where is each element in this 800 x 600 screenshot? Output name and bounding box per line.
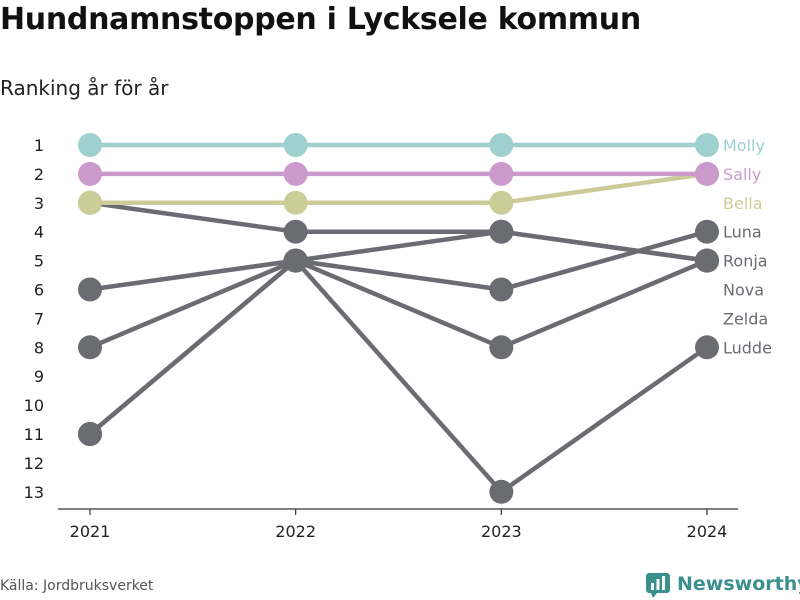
- y-tick-label: 5: [34, 252, 44, 271]
- series-line-zelda: [87, 229, 710, 437]
- data-point-bella[interactable]: [489, 190, 514, 215]
- data-point-sally[interactable]: [489, 161, 514, 186]
- series-lines: [87, 142, 710, 495]
- series-label-ronja: Ronja: [723, 252, 768, 271]
- data-point-luna[interactable]: [78, 277, 102, 302]
- x-tick-label: 2023: [481, 522, 522, 541]
- bar-chart-logo-icon: [646, 573, 670, 598]
- y-tick-label: 7: [34, 309, 44, 328]
- data-point-ludde[interactable]: [695, 335, 719, 360]
- y-tick-label: 8: [34, 338, 44, 357]
- series-label-ludde: Ludde: [723, 338, 772, 357]
- data-point-molly[interactable]: [283, 133, 308, 157]
- data-point-zelda[interactable]: [78, 422, 102, 446]
- data-point-ronja[interactable]: [283, 219, 308, 244]
- series-label-luna: Luna: [723, 223, 762, 242]
- series-line-luna: [87, 229, 710, 292]
- data-point-nova[interactable]: [489, 335, 514, 360]
- data-point-luna[interactable]: [489, 277, 514, 302]
- y-tick-label: 4: [34, 223, 44, 242]
- series-line-nova: [87, 258, 710, 350]
- series-label-sally: Sally: [723, 165, 761, 184]
- brand-name: Newsworthy: [677, 573, 800, 595]
- data-point-luna[interactable]: [695, 219, 719, 244]
- chart-subtitle: Ranking år för år: [0, 76, 169, 100]
- y-tick-label: 13: [24, 483, 44, 502]
- series-line-ronja: [87, 200, 710, 263]
- data-point-ronja[interactable]: [489, 219, 514, 244]
- x-axis-ticks: 2021 2022 2023 2024: [70, 509, 728, 541]
- data-point-molly[interactable]: [78, 133, 102, 157]
- series-label-nova: Nova: [723, 281, 764, 300]
- series-line-ludde: [87, 258, 710, 495]
- y-tick-label: 6: [34, 281, 44, 300]
- chart-title: Hundnamnstoppen i Lycksele kommun: [0, 2, 641, 37]
- data-point-ronja[interactable]: [695, 248, 719, 273]
- y-tick-label: 10: [24, 396, 44, 415]
- y-tick-label: 11: [24, 425, 44, 444]
- x-tick-label: 2021: [70, 522, 111, 541]
- data-point-bella[interactable]: [78, 190, 102, 215]
- data-point-nova[interactable]: [78, 335, 102, 360]
- series-label-molly: Molly: [723, 136, 765, 155]
- x-tick-label: 2024: [687, 522, 728, 541]
- y-tick-label: 1: [34, 136, 44, 155]
- y-tick-label: 3: [34, 194, 44, 213]
- series-labels: Molly Sally Bella Luna Ronja Nova Zelda Ludde: [723, 136, 772, 357]
- data-point-sally[interactable]: [78, 161, 102, 186]
- series-label-zelda: Zelda: [723, 309, 768, 328]
- data-point-molly[interactable]: [489, 133, 514, 157]
- series-label-bella: Bella: [723, 194, 763, 213]
- y-tick-label: 9: [34, 367, 44, 386]
- y-tick-label: 12: [24, 454, 44, 473]
- data-point-molly[interactable]: [695, 133, 719, 157]
- data-point-sally[interactable]: [283, 161, 308, 186]
- brand-logo[interactable]: Newsworthy: [645, 570, 800, 598]
- series-points: [78, 133, 719, 504]
- x-tick-label: 2022: [275, 522, 316, 541]
- series-line-bella: [87, 171, 710, 206]
- source-note: Källa: Jordbruksverket: [0, 578, 154, 594]
- data-point-sally[interactable]: [695, 161, 719, 186]
- data-point-bella[interactable]: [283, 190, 308, 215]
- data-point-ludde[interactable]: [489, 479, 514, 504]
- y-tick-label: 2: [34, 165, 44, 184]
- data-point-luna[interactable]: [283, 248, 308, 273]
